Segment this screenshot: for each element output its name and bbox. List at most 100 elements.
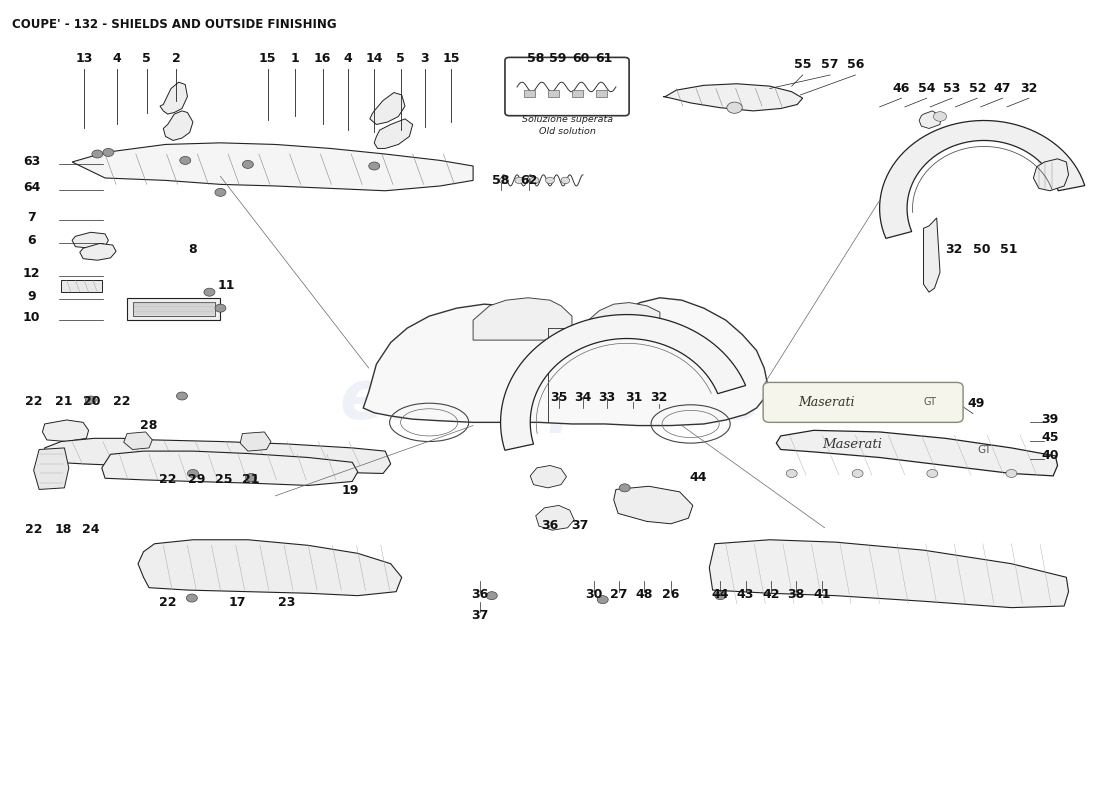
Polygon shape: [924, 218, 940, 292]
Circle shape: [786, 470, 798, 478]
Text: 15: 15: [442, 51, 460, 65]
Circle shape: [619, 484, 630, 492]
Text: 22: 22: [158, 596, 176, 610]
Text: 15: 15: [258, 51, 276, 65]
Text: 14: 14: [365, 51, 383, 65]
Circle shape: [561, 177, 570, 183]
Text: 9: 9: [28, 290, 36, 302]
Text: 59: 59: [549, 51, 566, 65]
Text: 29: 29: [188, 474, 205, 486]
Polygon shape: [102, 451, 358, 486]
Polygon shape: [588, 302, 660, 334]
Text: 7: 7: [28, 211, 36, 224]
Text: 63: 63: [23, 155, 40, 169]
Text: 40: 40: [1041, 450, 1058, 462]
Text: Soluzione superata
Old solution: Soluzione superata Old solution: [522, 115, 613, 136]
Circle shape: [515, 177, 524, 183]
Polygon shape: [73, 232, 109, 248]
Text: 22: 22: [25, 522, 43, 536]
Circle shape: [934, 112, 947, 122]
Polygon shape: [530, 466, 566, 488]
Text: 58: 58: [527, 51, 544, 65]
Circle shape: [597, 596, 608, 604]
Text: 61: 61: [595, 51, 613, 65]
Text: 35: 35: [550, 391, 568, 404]
Polygon shape: [370, 93, 405, 125]
Text: 13: 13: [76, 51, 92, 65]
Text: 50: 50: [974, 243, 990, 256]
Text: Maserati: Maserati: [822, 438, 882, 451]
Polygon shape: [663, 84, 803, 111]
Text: 41: 41: [814, 588, 832, 602]
Text: 55: 55: [794, 58, 812, 71]
Text: 45: 45: [1041, 431, 1058, 444]
Polygon shape: [80, 243, 116, 260]
Circle shape: [204, 288, 214, 296]
Text: 22: 22: [158, 474, 176, 486]
Polygon shape: [710, 540, 1068, 608]
Text: 25: 25: [214, 474, 232, 486]
Polygon shape: [536, 506, 574, 530]
Text: 54: 54: [918, 82, 936, 95]
Polygon shape: [126, 298, 220, 320]
Text: 44: 44: [690, 471, 707, 484]
Text: 22: 22: [113, 395, 130, 408]
Polygon shape: [920, 111, 942, 129]
Text: 4: 4: [343, 51, 352, 65]
Circle shape: [214, 304, 225, 312]
Polygon shape: [500, 314, 746, 450]
Polygon shape: [374, 119, 412, 149]
Text: 57: 57: [822, 58, 839, 71]
Polygon shape: [572, 90, 583, 97]
Text: 11: 11: [217, 279, 234, 292]
Text: 3: 3: [420, 51, 429, 65]
Text: 39: 39: [1042, 413, 1058, 426]
Polygon shape: [363, 298, 768, 426]
Text: 37: 37: [571, 518, 588, 532]
Polygon shape: [73, 143, 473, 190]
Circle shape: [852, 470, 864, 478]
Polygon shape: [160, 82, 187, 114]
Text: 36: 36: [541, 518, 559, 532]
Polygon shape: [123, 432, 152, 450]
Circle shape: [1005, 470, 1016, 478]
Polygon shape: [596, 90, 607, 97]
Text: 64: 64: [23, 181, 40, 194]
Text: GT: GT: [977, 445, 991, 454]
Text: 43: 43: [737, 588, 755, 602]
Polygon shape: [1033, 159, 1068, 190]
Text: 8: 8: [188, 243, 197, 256]
Text: 17: 17: [228, 596, 245, 610]
Text: 53: 53: [944, 82, 960, 95]
Polygon shape: [62, 280, 102, 292]
Circle shape: [245, 474, 256, 482]
Text: 20: 20: [84, 395, 100, 408]
Text: 46: 46: [893, 82, 910, 95]
Circle shape: [242, 161, 253, 169]
Circle shape: [186, 594, 197, 602]
Text: 21: 21: [242, 474, 260, 486]
Circle shape: [486, 592, 497, 600]
Circle shape: [86, 396, 97, 404]
Text: 18: 18: [55, 522, 72, 536]
Text: 5: 5: [396, 51, 405, 65]
Polygon shape: [34, 448, 69, 490]
Polygon shape: [240, 432, 271, 451]
Text: 12: 12: [23, 267, 41, 280]
FancyBboxPatch shape: [763, 382, 964, 422]
Text: 5: 5: [142, 51, 151, 65]
Text: 10: 10: [23, 311, 41, 324]
Text: 49: 49: [968, 397, 984, 410]
Text: 19: 19: [341, 485, 359, 498]
Text: 21: 21: [55, 395, 73, 408]
Polygon shape: [473, 298, 572, 340]
Text: 26: 26: [662, 588, 680, 602]
Text: 28: 28: [141, 419, 157, 432]
Text: 51: 51: [1001, 243, 1018, 256]
Text: 32: 32: [946, 243, 962, 256]
Polygon shape: [614, 486, 693, 524]
Text: 16: 16: [314, 51, 331, 65]
Circle shape: [92, 150, 103, 158]
Text: 31: 31: [625, 391, 642, 404]
Polygon shape: [45, 438, 390, 474]
